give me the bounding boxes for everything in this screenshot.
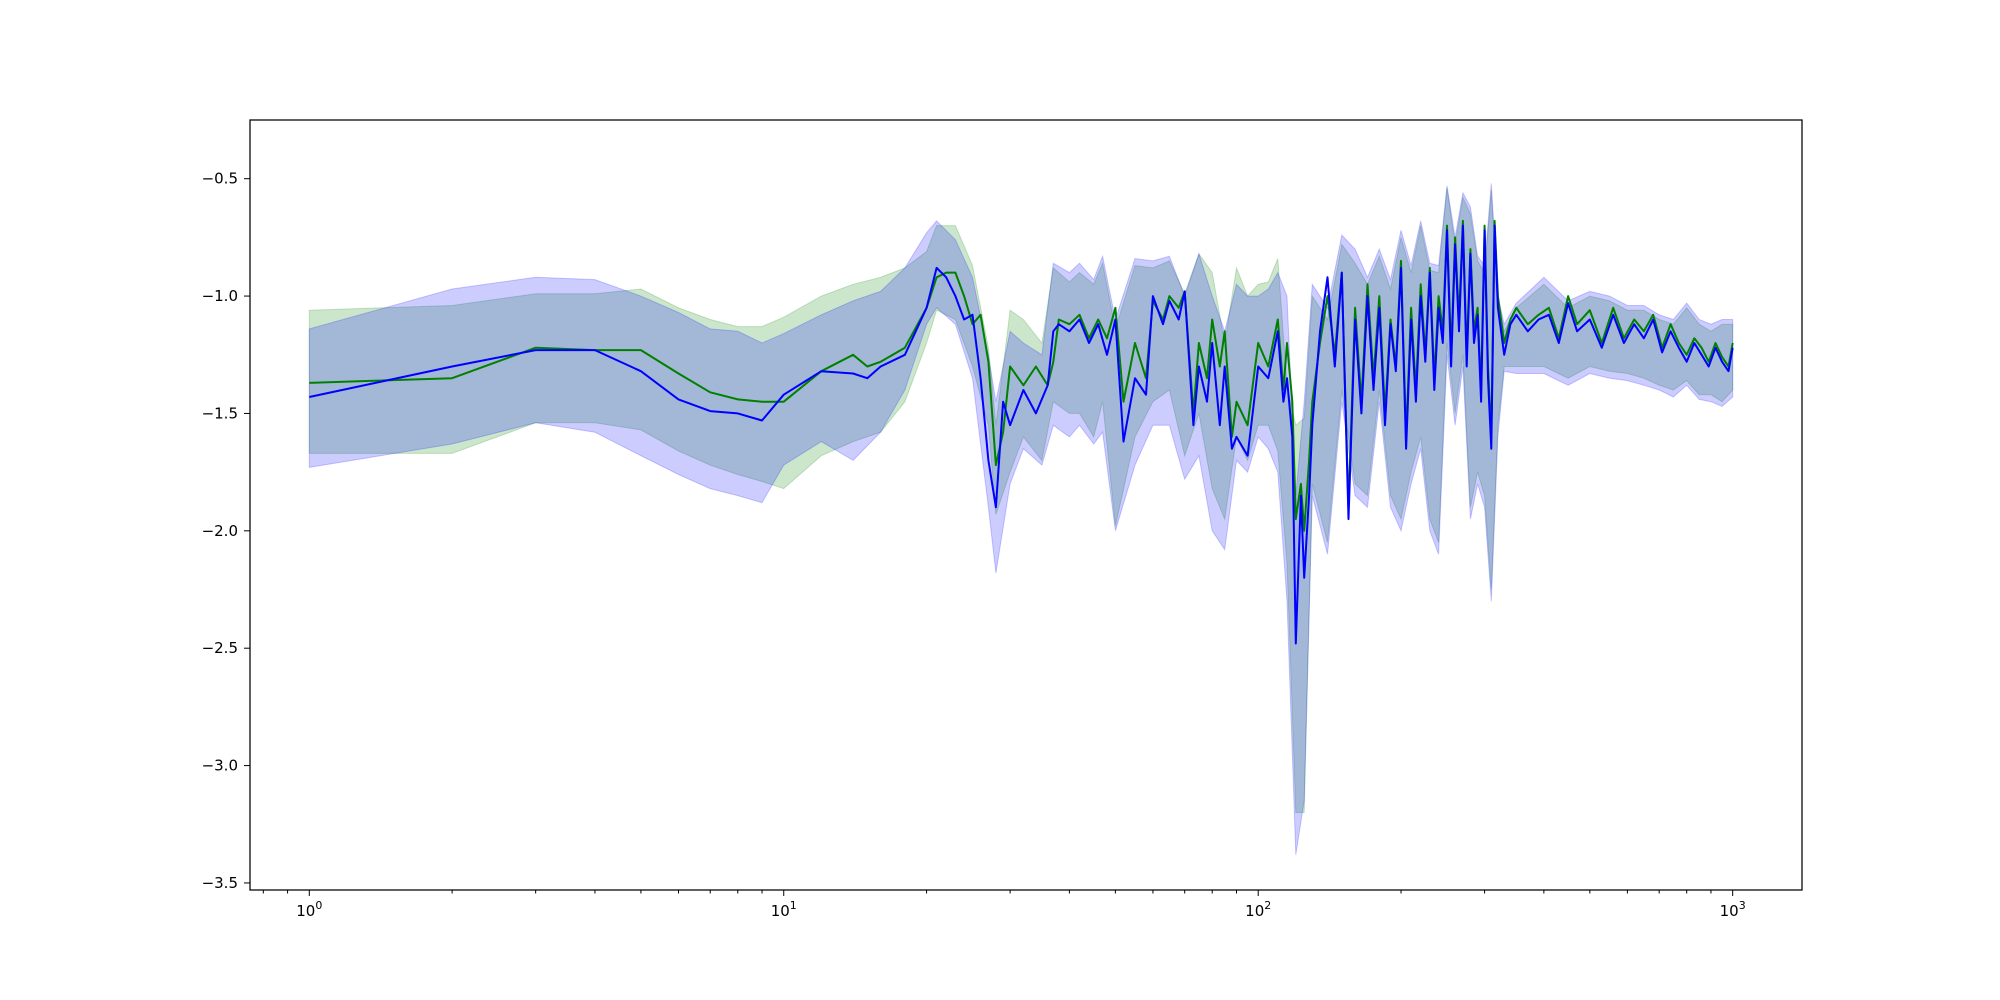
y-tick-label: −2.5 [202,639,238,657]
x-tick-label: 102 [1245,899,1271,920]
y-tick-label: −0.5 [202,170,238,188]
y-axis: −0.5 −1.0 −1.5 −2.0 −2.5 −3.0 −3.5 [202,170,250,892]
x-tick-label: 103 [1720,899,1746,920]
y-tick-label: −2.0 [202,522,238,540]
y-tick-label: −1.0 [202,287,238,305]
series-line-1 [309,224,1734,645]
x-tick-label: 100 [296,899,322,920]
y-tick-label: −3.5 [202,874,238,892]
lines-layer [309,219,1734,645]
y-tick-label: −3.0 [202,757,238,775]
x-axis: 100 101 102 103 [262,890,1746,920]
y-tick-label: −1.5 [202,404,238,422]
x-tick-label: 101 [771,899,797,920]
plot-area-frame [249,119,1803,891]
